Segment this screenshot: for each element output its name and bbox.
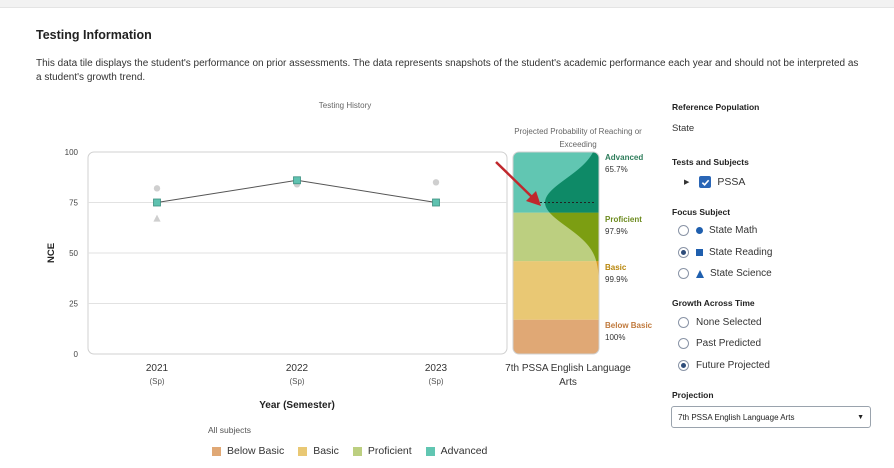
legend-label: Below Basic — [227, 445, 285, 457]
data-point-circle — [153, 185, 161, 192]
growth-option-future-projected[interactable]: Future Projected — [678, 360, 770, 371]
checkbox-checked-icon[interactable] — [699, 176, 712, 188]
legend-swatch — [352, 446, 362, 456]
radio-button[interactable] — [678, 317, 689, 328]
x-tick-label: 2022 — [286, 363, 309, 374]
growth-heading: Growth Across Time — [672, 298, 755, 308]
x-tick-label: 2023 — [425, 363, 448, 374]
tests-subjects-heading: Tests and Subjects — [672, 157, 749, 167]
option-label: Future Projected — [696, 360, 770, 371]
band-probability: 65.7% — [605, 165, 628, 174]
tile-description: This data tile displays the student's pe… — [36, 58, 859, 83]
x-tick-sublabel: (Sp) — [149, 377, 164, 386]
x-tick-sublabel: (Sp) — [428, 377, 443, 386]
radio-button[interactable] — [678, 338, 689, 349]
legend-item-basic: Basic — [298, 445, 339, 457]
test-tree-item-pssa[interactable]: ▶ PSSA — [684, 176, 745, 188]
y-tick-label: 50 — [69, 249, 78, 258]
data-point-square — [293, 176, 301, 185]
radio-button[interactable] — [678, 225, 689, 236]
projection-select[interactable]: 7th PSSA English Language Arts ▼ — [671, 406, 871, 428]
band-probability: 100% — [605, 333, 625, 342]
radio-button-selected[interactable] — [678, 360, 689, 371]
triangle-icon — [696, 269, 704, 278]
x-tick-sublabel: (Sp) — [289, 377, 304, 386]
focus-option-state-math[interactable]: State Math — [678, 225, 757, 236]
legend-label: Basic — [313, 445, 339, 457]
chevron-down-icon[interactable]: ▼ — [857, 413, 864, 421]
y-tick-label: 100 — [65, 148, 79, 157]
legend-item-below-basic: Below Basic — [212, 445, 284, 457]
x-tick-label: 2021 — [146, 363, 169, 374]
growth-option-none[interactable]: None Selected — [678, 317, 762, 328]
caret-right-icon[interactable]: ▶ — [684, 179, 690, 186]
y-tick-label: 75 — [69, 199, 78, 208]
band-label: Below Basic — [605, 321, 653, 330]
band-chart — [513, 152, 599, 354]
radio-button-selected[interactable] — [678, 247, 689, 258]
legend-title: All subjects — [208, 425, 251, 435]
legend-swatch — [425, 446, 435, 456]
band-label: Advanced — [605, 153, 643, 162]
band-probability: 99.9% — [605, 275, 628, 284]
focus-subject-heading: Focus Subject — [672, 207, 731, 217]
data-point-circle — [432, 179, 440, 186]
data-point-square — [153, 198, 161, 207]
tile-title: Testing Information — [36, 28, 152, 42]
radio-button[interactable] — [678, 268, 689, 279]
band-label: Basic — [605, 263, 627, 272]
legend-label: Proficient — [367, 445, 412, 457]
data-point-triangle — [153, 214, 161, 222]
legend-swatch — [212, 446, 221, 456]
reference-population-value: State — [672, 123, 695, 134]
band-chart-title: Exceeding — [559, 140, 596, 149]
option-label: State Math — [709, 225, 758, 236]
focus-option-state-reading[interactable]: State Reading — [678, 247, 772, 258]
circle-icon — [696, 227, 703, 234]
option-label: State Science — [710, 268, 772, 279]
square-icon — [696, 249, 703, 256]
legend-label: Advanced — [440, 445, 488, 457]
top-divider — [0, 0, 894, 8]
legend-item-proficient: Proficient — [352, 445, 412, 457]
chart-title: Testing History — [319, 101, 371, 110]
option-label: State Reading — [709, 247, 773, 258]
y-axis-label: NCE — [46, 243, 57, 263]
reference-population-heading: Reference Population — [672, 102, 760, 112]
test-label: PSSA — [717, 176, 746, 188]
projection-value: 7th PSSA English Language Arts — [678, 412, 795, 422]
legend-item-advanced: Advanced — [425, 445, 488, 457]
option-label: None Selected — [696, 317, 762, 328]
band-below-basic — [513, 319, 599, 354]
y-tick-label: 0 — [74, 350, 79, 359]
band-x-label: 7th PSSA English Language — [505, 363, 631, 374]
band-basic — [513, 261, 599, 320]
legend-swatch — [298, 446, 308, 456]
x-axis-label: Year (Semester) — [259, 400, 335, 411]
data-point-square — [432, 198, 440, 207]
legend: Below Basic Basic Proficient Advanced — [212, 445, 501, 457]
red-arrow-head — [526, 191, 541, 206]
option-label: Past Predicted — [696, 338, 762, 349]
band-x-label: Arts — [559, 377, 577, 388]
focus-option-state-science[interactable]: State Science — [678, 268, 772, 279]
projection-heading: Projection — [672, 390, 714, 400]
y-tick-label: 25 — [69, 300, 78, 309]
band-frame — [512, 151, 600, 355]
red-arrow-icon — [495, 161, 535, 200]
band-chart-title: Projected Probability of Reaching or — [514, 127, 642, 136]
band-probability: 97.9% — [605, 227, 628, 236]
band-label: Proficient — [605, 215, 642, 224]
growth-option-past-predicted[interactable]: Past Predicted — [678, 338, 761, 349]
